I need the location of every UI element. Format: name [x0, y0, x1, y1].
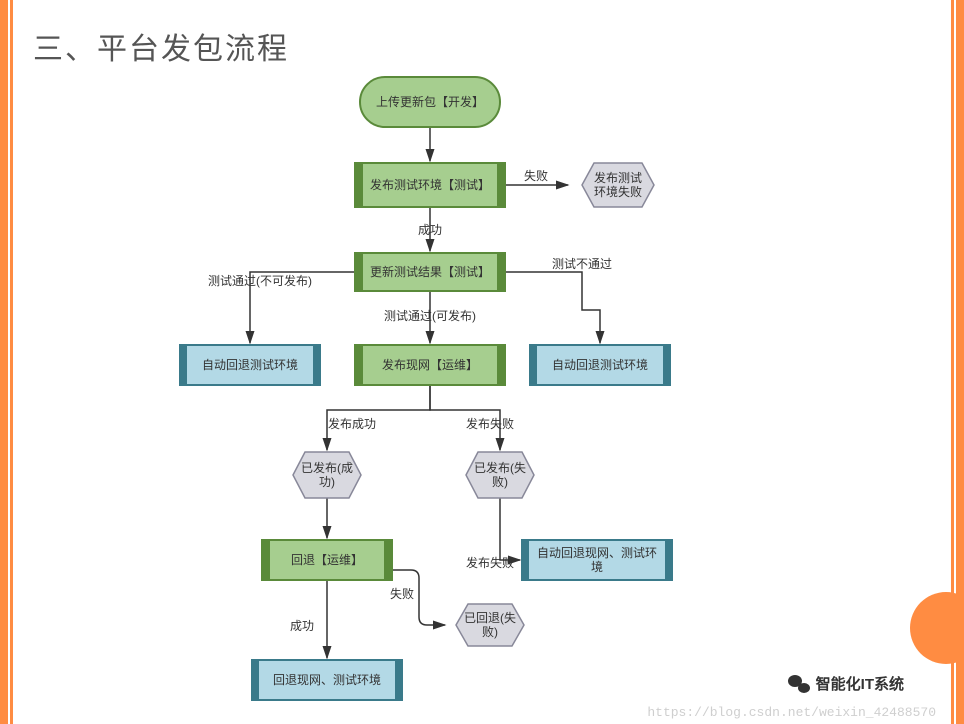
node-published-ok-l1: 已发布(成	[301, 460, 353, 475]
node-rolledback-fail-l1: 已回退(失	[464, 610, 516, 625]
node-published-ok-l2: 功)	[319, 475, 335, 489]
node-rollback-test-1-label: 自动回退测试环境	[202, 357, 298, 372]
edge-label-n4-n5: 测试通过(不可发布)	[208, 273, 312, 288]
edge-label-n10-n13: 成功	[290, 619, 314, 633]
edge-label-n6-n8: 发布成功	[328, 416, 376, 431]
edge-label-n10-n12: 失败	[390, 586, 414, 601]
flowchart: 失败 成功 测试通过(不可发布) 测试不通过 测试通过(可发布) 发布成功 发布…	[0, 0, 964, 724]
node-upload: 上传更新包【开发】	[360, 77, 500, 127]
edge-n4-n7	[505, 272, 600, 343]
edge-label-n2-n3: 失败	[524, 168, 548, 183]
edge-label-n4-n7: 测试不通过	[552, 256, 612, 271]
node-rolledback-fail-l2: 败)	[482, 624, 498, 639]
slide-page: 三、平台发包流程 智能化IT系统 https://blog.csdn.net/w…	[0, 0, 964, 724]
node-published-fail-l1: 已发布(失	[474, 460, 526, 475]
edge-label-n2-n4: 成功	[418, 223, 442, 237]
node-publish-test: 发布测试环境【测试】	[355, 163, 505, 207]
node-auto-rollback-prod-l2: 境	[591, 559, 603, 574]
node-rollback-test-1: 自动回退测试环境	[180, 345, 320, 385]
node-auto-rollback-prod-l1: 自动回退现网、测试环	[537, 545, 657, 560]
node-update-result: 更新测试结果【测试】	[355, 253, 505, 291]
node-test-fail: 发布测试 环境失败	[582, 163, 654, 207]
edge-label-n9-n11: 发布失败	[466, 555, 514, 570]
node-update-result-label: 更新测试结果【测试】	[370, 264, 490, 279]
node-published-ok: 已发布(成 功)	[293, 452, 361, 498]
node-auto-rollback-prod: 自动回退现网、测试环 境	[522, 540, 672, 580]
node-upload-label: 上传更新包【开发】	[376, 94, 484, 109]
node-published-fail: 已发布(失 败)	[466, 452, 534, 498]
node-rollback-ops: 回退【运维】	[262, 540, 392, 580]
node-rollback-prod-test-label: 回退现网、测试环境	[273, 672, 381, 687]
node-publish-test-label: 发布测试环境【测试】	[370, 177, 490, 192]
node-test-fail-l1: 发布测试	[594, 170, 642, 185]
node-published-fail-l2: 败)	[492, 474, 508, 489]
node-publish-prod-label: 发布现网【运维】	[382, 357, 478, 372]
node-test-fail-l2: 环境失败	[594, 184, 642, 199]
node-publish-prod: 发布现网【运维】	[355, 345, 505, 385]
node-rollback-ops-label: 回退【运维】	[291, 553, 363, 567]
node-rollback-test-2-label: 自动回退测试环境	[552, 357, 648, 372]
node-rollback-test-2: 自动回退测试环境	[530, 345, 670, 385]
edge-label-n6-n9: 发布失败	[466, 416, 514, 431]
edge-n9-n11	[500, 498, 520, 560]
edge-label-n4-n6: 测试通过(可发布)	[384, 308, 476, 323]
node-rolledback-fail: 已回退(失 败)	[456, 604, 524, 646]
node-rollback-prod-test: 回退现网、测试环境	[252, 660, 402, 700]
